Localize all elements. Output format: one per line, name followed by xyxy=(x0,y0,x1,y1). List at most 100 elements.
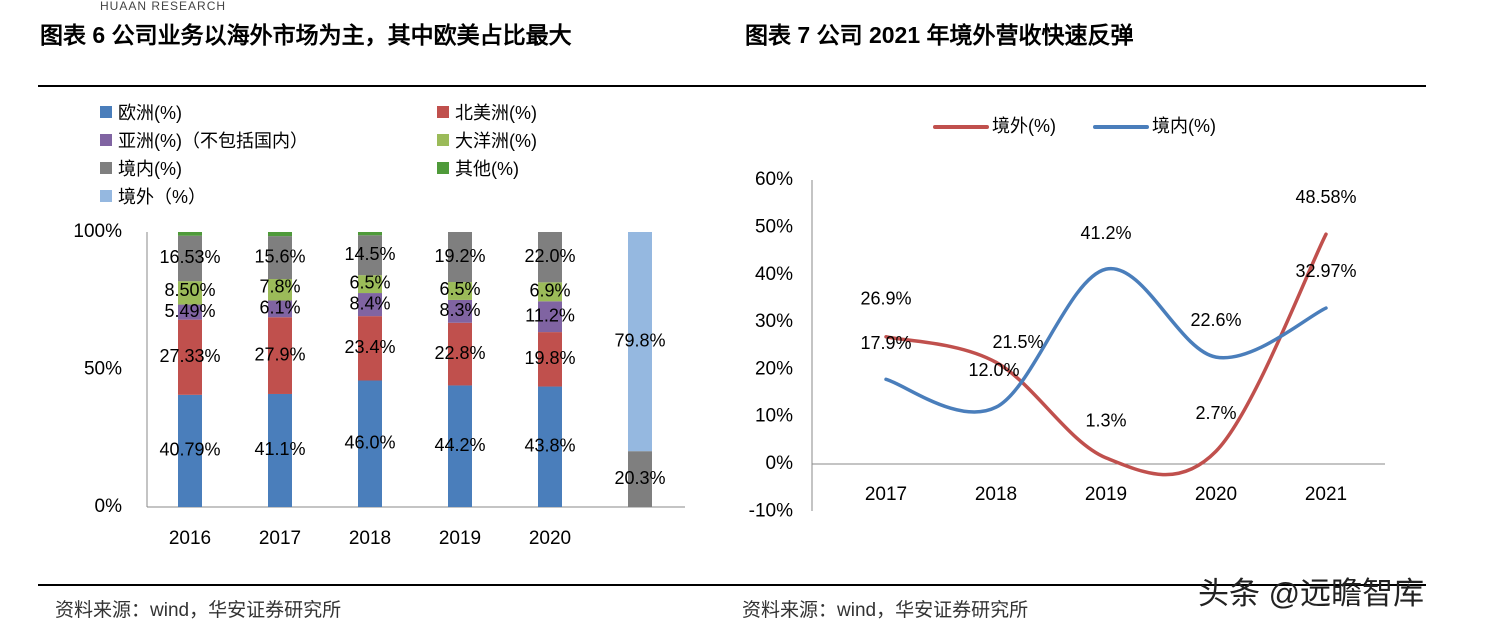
bar-segment xyxy=(358,275,382,294)
legend-item: 其他(%) xyxy=(437,155,519,181)
y-tick-label: 50% xyxy=(84,359,122,380)
y-tick-label: 0% xyxy=(95,496,123,517)
bar-segment xyxy=(448,299,472,323)
data-label: 7.8% xyxy=(259,277,300,297)
x-tick-label: 2018 xyxy=(349,528,391,549)
data-label: 22.6% xyxy=(1190,310,1241,330)
bar-segment xyxy=(448,385,472,507)
data-label: 44.2% xyxy=(434,435,485,455)
legend-label: 亚洲(%)（不包括国内） xyxy=(118,131,308,151)
y-tick-label: -10% xyxy=(749,500,793,521)
bar-segment xyxy=(358,235,382,276)
x-tick-label: 2017 xyxy=(865,484,907,505)
data-label: 26.9% xyxy=(860,289,911,309)
data-label: 14.5% xyxy=(344,244,395,264)
legend-item: 大洋洲(%) xyxy=(437,127,537,153)
data-label: 21.5% xyxy=(992,332,1043,352)
legend-swatch xyxy=(437,162,449,174)
legend-swatch xyxy=(100,134,112,146)
legend-swatch xyxy=(100,190,112,202)
data-label: 48.58% xyxy=(1295,187,1356,207)
stacked-bar-chart: 0% 50% 100% 2016 2017 2018 2019 2020 40.79% 27.33… xyxy=(73,221,685,549)
bar-segment xyxy=(178,394,202,507)
bar-segment xyxy=(358,232,382,236)
x-tick-label: 2019 xyxy=(1085,484,1127,505)
legend-item: 境内(%) xyxy=(100,155,182,181)
bar-segment xyxy=(178,304,202,320)
bar-segment xyxy=(358,380,382,507)
data-label: 23.4% xyxy=(344,337,395,357)
x-tick-label: 2021 xyxy=(1305,484,1347,505)
data-label: 17.9% xyxy=(860,333,911,353)
data-label: 22.0% xyxy=(524,246,575,266)
bar-segment xyxy=(538,386,562,507)
data-label: 27.9% xyxy=(254,344,305,364)
legend-label: 北美洲(%) xyxy=(455,103,537,123)
data-label: 6.5% xyxy=(439,279,480,299)
data-label: 12.0% xyxy=(968,360,1019,380)
bar-segment xyxy=(538,232,562,283)
bar-segment xyxy=(268,393,292,507)
y-tick-label: 60% xyxy=(755,169,793,190)
data-label: 22.8% xyxy=(434,343,485,363)
bar-segment xyxy=(628,232,652,452)
bar-segment xyxy=(268,300,292,318)
y-tick-label: 50% xyxy=(755,217,793,238)
bar-segment xyxy=(448,322,472,386)
data-label: 19.2% xyxy=(434,246,485,266)
bottom-rule xyxy=(38,584,1426,586)
data-label: 40.79% xyxy=(159,440,220,460)
bar-segment xyxy=(178,232,202,236)
bar-segment xyxy=(538,301,562,333)
x-tick-label: 2018 xyxy=(975,484,1017,505)
y-tick-label: 0% xyxy=(766,453,794,474)
data-label: 1.3% xyxy=(1085,411,1126,431)
bar-segment xyxy=(448,232,472,283)
x-tick-label: 2016 xyxy=(169,528,211,549)
legend-swatch xyxy=(437,106,449,118)
y-tick-label: 100% xyxy=(73,221,122,242)
bar-segment xyxy=(268,236,292,280)
bar-segment xyxy=(538,332,562,387)
legend-swatch xyxy=(100,162,112,174)
data-label: 15.6% xyxy=(254,246,305,266)
data-label: 6.5% xyxy=(349,272,390,292)
left-chart-title: 图表 6 公司业务以海外市场为主，其中欧美占比最大 xyxy=(40,22,572,48)
y-tick-label: 20% xyxy=(755,358,793,379)
right-chart-title: 图表 7 公司 2021 年境外营收快速反弹 xyxy=(745,22,1134,48)
legend-label: 欧洲(%) xyxy=(118,103,182,123)
data-label: 46.0% xyxy=(344,433,395,453)
data-label: 5.49% xyxy=(164,301,215,321)
bar-segment xyxy=(268,279,292,301)
data-label: 41.1% xyxy=(254,439,305,459)
bar-segment xyxy=(178,235,202,282)
series-line xyxy=(884,266,1328,414)
legend-label: 大洋洲(%) xyxy=(455,131,537,151)
bar-segment xyxy=(268,232,292,237)
y-tick-label: 40% xyxy=(755,264,793,285)
data-label: 32.97% xyxy=(1295,261,1356,281)
data-label: 2.7% xyxy=(1195,403,1236,423)
brand-text: HUAAN RESEARCH xyxy=(100,0,227,13)
legend-label: 境外（%） xyxy=(118,187,207,207)
left-source: 资料来源：wind，华安证券研究所 xyxy=(55,600,342,621)
bar-segment xyxy=(178,319,202,395)
legend-swatch xyxy=(437,134,449,146)
x-tick-label: 2019 xyxy=(439,528,481,549)
series-line xyxy=(884,232,1328,477)
x-tick-label: 2020 xyxy=(529,528,571,549)
legend-label: 境内(%) xyxy=(118,159,182,179)
data-label: 8.3% xyxy=(439,300,480,320)
data-label: 20.3% xyxy=(614,468,665,488)
data-label: 8.4% xyxy=(349,293,390,313)
data-label: 79.8% xyxy=(614,330,665,350)
bar-segment xyxy=(358,316,382,381)
x-tick-label: 2020 xyxy=(1195,484,1237,505)
legend-label: 其他(%) xyxy=(455,159,519,179)
data-label: 6.9% xyxy=(529,281,570,301)
y-tick-label: 10% xyxy=(755,406,793,427)
data-label: 8.50% xyxy=(164,280,215,300)
watermark: 头条 @远瞻智库 xyxy=(1198,576,1425,611)
x-tick-label: 2017 xyxy=(259,528,301,549)
